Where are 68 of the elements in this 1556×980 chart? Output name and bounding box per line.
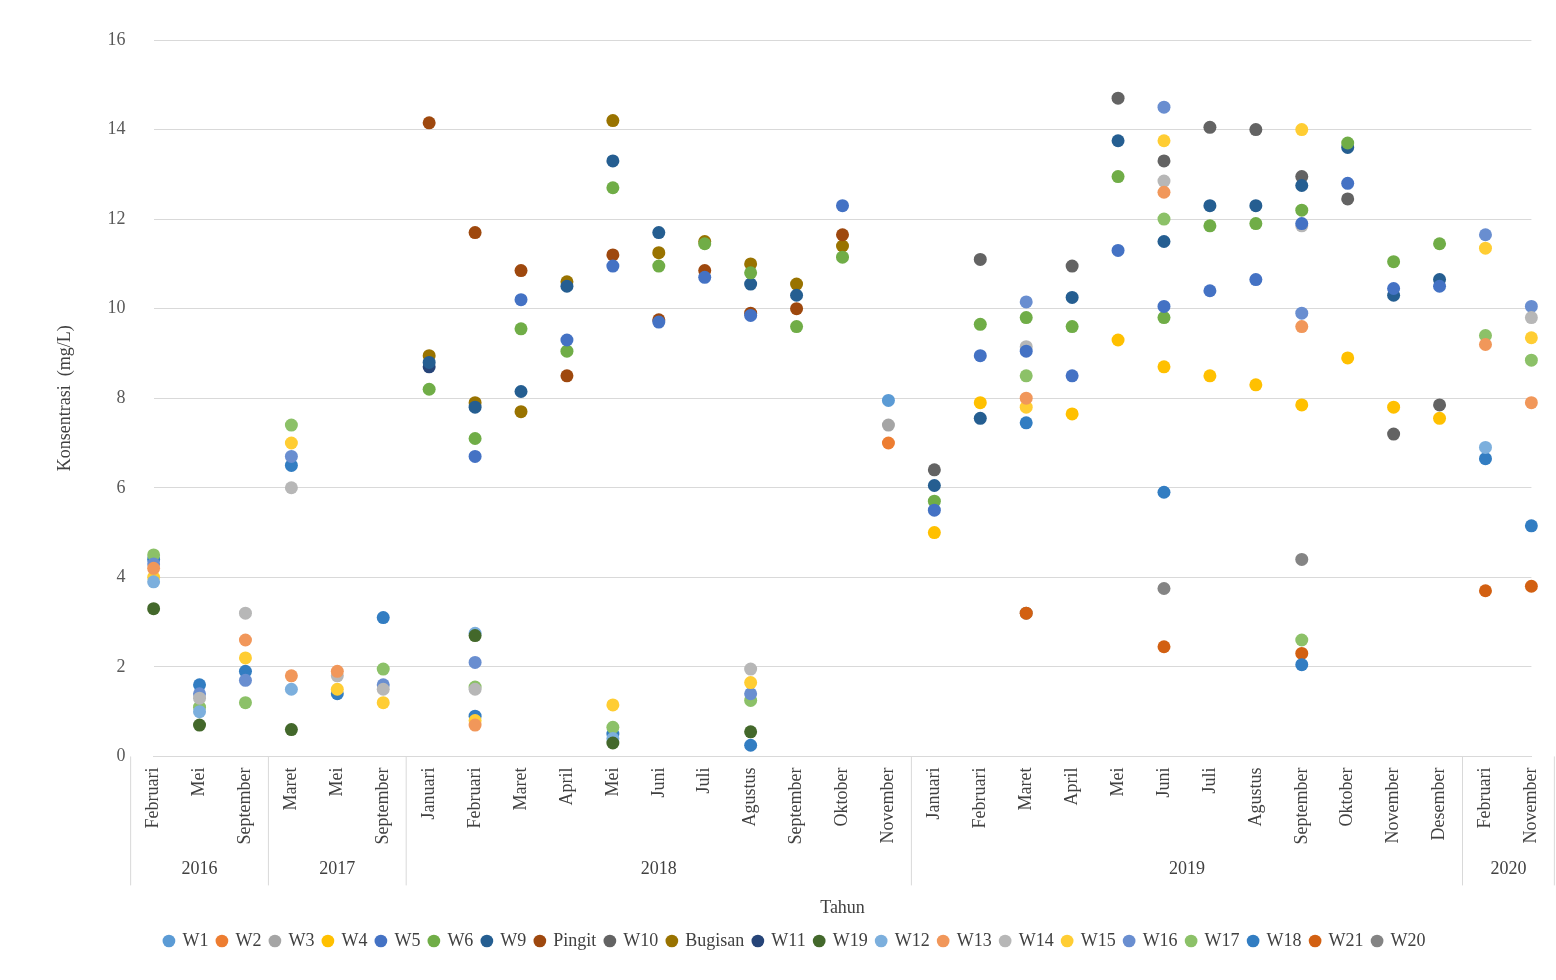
x-tick-label: Agustus [1244,767,1265,827]
legend-label: W16 [1142,929,1178,950]
y-tick-label: 4 [116,566,126,587]
legend-label: W20 [1390,929,1426,950]
legend-label: W19 [832,929,868,950]
legend-label: W18 [1266,929,1302,950]
legend-label: W6 [447,929,474,950]
x-axis-title: Tahun [820,896,865,917]
y-tick-label: 16 [107,28,126,49]
x-tick-label: Maret [280,767,301,811]
x-tick-label: November [877,767,898,844]
x-tick-label: Desember [1428,767,1449,841]
legend-label: W11 [771,929,806,950]
x-tick-label: September [371,767,392,845]
x-tick-label: Juli [693,767,714,794]
x-tick-label: April [1060,767,1081,806]
text: 2016 [181,858,218,879]
legend-label: W2 [235,929,262,950]
y-tick-label: 0 [116,745,126,766]
y-tick-label: 2 [116,655,126,676]
x-tick-label: Mei [601,767,622,797]
legend-label: W17 [1204,929,1240,950]
x-tick-label: Mei [188,767,209,797]
legend-label: W13 [956,929,992,950]
legend-label: W4 [341,929,368,950]
legend-label: W9 [500,929,527,950]
legend-label: Pingit [553,929,597,950]
y-tick-label: 12 [107,207,126,228]
x-tick-label: Juni [1152,767,1173,798]
legend-label: W14 [1018,929,1054,950]
x-tick-label: Februari [969,767,990,829]
text: 2018 [640,858,677,879]
legend-label: W15 [1080,929,1116,950]
x-tick-label: April [555,767,576,806]
y-tick-label: 14 [107,118,126,139]
legend-label: W12 [894,929,930,950]
x-tick-label: September [785,767,806,845]
x-tick-label: Januari [417,767,438,820]
x-tick-label: Juli [1198,767,1219,794]
x-tick-label: Maret [1014,767,1035,811]
legend-label: Bugisan [685,929,745,950]
text: 2019 [1168,858,1205,879]
y-tick-label: 6 [116,476,126,497]
x-tick-label: Januari [923,767,944,820]
y-axis-title: Konsentrasi (mg/L) [53,325,75,472]
text: 2017 [319,858,356,879]
x-tick-label: September [1290,767,1311,845]
x-tick-label: Mei [326,767,347,797]
x-tick-label: Maret [509,767,530,811]
legend-label: W10 [623,929,659,950]
x-tick-label: Februari [142,767,163,829]
x-tick-label: Oktober [831,767,852,827]
text: 2020 [1490,858,1527,879]
y-tick-label: 10 [107,297,126,318]
x-tick-label: Agustus [739,767,760,827]
legend-label: W21 [1328,929,1364,950]
x-tick-label: Februari [463,767,484,829]
x-tick-label: Oktober [1336,767,1357,827]
x-tick-label: November [1382,767,1403,844]
x-tick-label: September [234,767,255,845]
x-tick-label: Juni [647,767,668,798]
legend-label: W3 [288,929,315,950]
x-tick-label: Mei [1106,767,1127,797]
x-tick-label: November [1520,767,1541,844]
legend-label: W1 [182,929,209,950]
legend-label: W5 [394,929,421,950]
x-tick-label: Februari [1474,767,1495,829]
y-tick-label: 8 [116,386,126,407]
